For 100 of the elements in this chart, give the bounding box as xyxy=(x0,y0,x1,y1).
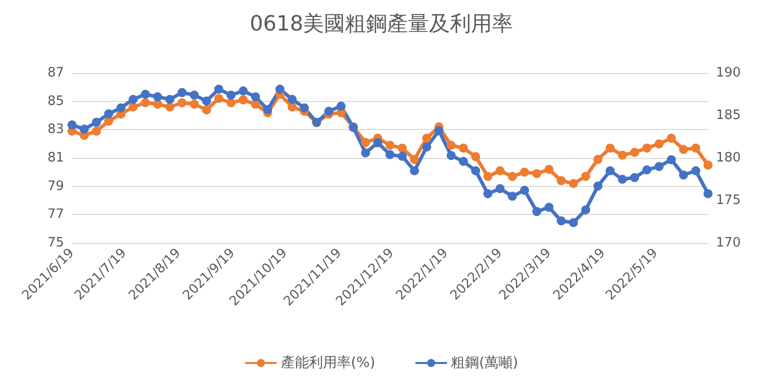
legend-label: 產能利用率(%) xyxy=(280,355,376,371)
point xyxy=(116,103,126,112)
point xyxy=(361,148,370,158)
y-tick-label: 81 xyxy=(47,150,64,166)
point xyxy=(80,124,89,134)
point xyxy=(630,148,640,157)
point xyxy=(214,84,224,94)
point xyxy=(128,102,138,112)
point xyxy=(140,90,150,99)
point xyxy=(128,94,138,104)
point xyxy=(618,150,627,160)
point xyxy=(691,166,700,176)
point xyxy=(238,95,248,104)
point xyxy=(581,205,590,214)
point xyxy=(386,150,394,160)
point xyxy=(263,105,272,114)
point xyxy=(202,96,212,106)
point xyxy=(178,88,187,98)
point xyxy=(446,150,456,160)
y2-tick-label: 180 xyxy=(716,150,741,166)
point xyxy=(483,172,492,181)
point xyxy=(68,120,76,130)
point xyxy=(190,100,199,109)
point xyxy=(568,179,578,188)
point xyxy=(471,152,480,162)
point xyxy=(398,152,407,161)
y2-tick-label: 185 xyxy=(716,108,741,123)
point xyxy=(238,86,248,96)
chart-title: 0618美國粗鋼產量及利用率 xyxy=(250,12,514,36)
point xyxy=(324,106,334,116)
point xyxy=(250,92,260,102)
point xyxy=(679,170,688,180)
point xyxy=(288,102,297,112)
point xyxy=(446,140,456,150)
point xyxy=(214,94,224,103)
y-tick-label: 75 xyxy=(47,236,64,250)
y-tick-label: 77 xyxy=(47,207,64,222)
y-tick-label: 85 xyxy=(47,94,64,109)
point xyxy=(386,140,394,150)
y2-tick-label: 190 xyxy=(716,66,741,80)
point xyxy=(630,173,640,182)
point xyxy=(532,169,542,178)
point xyxy=(520,168,530,177)
point xyxy=(704,160,712,170)
point xyxy=(606,166,615,176)
point xyxy=(410,166,419,176)
point xyxy=(422,142,432,152)
point xyxy=(556,216,566,226)
point xyxy=(654,139,664,148)
point xyxy=(532,207,542,216)
point xyxy=(226,90,236,100)
point xyxy=(178,98,187,108)
point xyxy=(593,154,602,164)
point xyxy=(544,202,554,212)
y-tick-label: 87 xyxy=(47,66,64,80)
point xyxy=(508,192,517,201)
point xyxy=(471,166,480,176)
point xyxy=(654,162,664,171)
point xyxy=(202,105,212,114)
point xyxy=(666,155,676,164)
point xyxy=(679,145,688,154)
point xyxy=(458,144,468,153)
point xyxy=(190,90,199,100)
point xyxy=(361,138,370,147)
point xyxy=(642,165,652,174)
point xyxy=(165,94,174,104)
point xyxy=(520,186,530,195)
point xyxy=(373,138,382,148)
point xyxy=(496,166,505,176)
point xyxy=(483,189,492,198)
y2-tick-label: 170 xyxy=(716,236,741,250)
y-tick-label: 83 xyxy=(47,122,64,138)
point xyxy=(434,126,444,136)
point xyxy=(458,156,468,166)
point xyxy=(508,172,517,181)
point xyxy=(568,218,578,228)
y2-tick-label: 175 xyxy=(716,193,741,208)
point xyxy=(593,182,602,191)
point xyxy=(410,154,419,164)
point xyxy=(544,164,554,174)
point xyxy=(153,92,162,102)
point xyxy=(226,98,236,108)
point xyxy=(422,134,432,143)
point xyxy=(92,126,101,136)
point xyxy=(496,184,505,194)
point xyxy=(618,174,627,184)
point xyxy=(300,103,309,112)
point xyxy=(398,144,407,153)
point xyxy=(288,94,297,104)
point xyxy=(691,144,700,153)
point xyxy=(140,98,150,108)
point xyxy=(336,102,346,111)
point xyxy=(153,100,162,109)
point xyxy=(666,134,676,143)
point xyxy=(165,102,174,112)
point xyxy=(581,172,590,181)
point xyxy=(704,189,712,198)
point xyxy=(642,144,652,153)
point xyxy=(606,144,615,153)
legend-label: 粗鋼(萬噸) xyxy=(451,355,518,371)
